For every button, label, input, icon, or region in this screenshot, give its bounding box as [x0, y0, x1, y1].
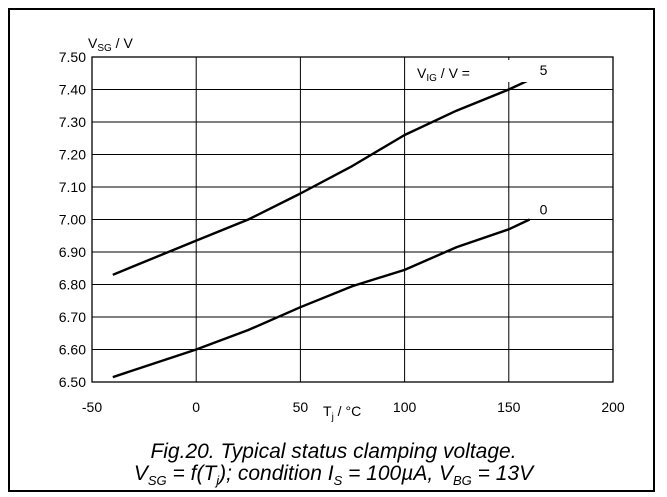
y-tick-label: 7.20	[59, 147, 86, 163]
figure-caption-title: Fig.20. Typical status clamping voltage.	[150, 440, 517, 463]
figure-caption-formula: VSG = f(Tj); condition IS = 100µA, VBG =…	[133, 462, 534, 489]
legend-title: VIG / V =	[412, 60, 536, 84]
y-tick-label: 6.80	[59, 277, 86, 293]
y-tick-label: 7.40	[59, 82, 86, 98]
y-tick-labels: 7.50 7.40 7.30 7.20 7.10 7.00 6.90 6.80 6.70 6.60…	[59, 49, 86, 390]
series-label-0: 0	[540, 202, 548, 218]
series-line-0	[112, 218, 531, 379]
x-tick-label: 150	[497, 399, 521, 415]
y-axis-label: VSG / V	[88, 35, 133, 54]
figure-frame	[8, 8, 655, 492]
x-tick-label: 100	[393, 399, 417, 415]
x-tick-label: -50	[82, 399, 102, 415]
svg-text:VIG / V =: VIG / V =	[417, 65, 470, 84]
y-tick-label: 7.50	[59, 49, 86, 65]
grid-lines	[92, 57, 613, 382]
y-tick-label: 7.10	[59, 179, 86, 195]
series-label-5: 5	[540, 62, 548, 78]
x-tick-label: 0	[192, 399, 200, 415]
series-line-5	[112, 78, 531, 276]
y-tick-label: 6.60	[59, 342, 86, 358]
x-tick-label: 50	[293, 399, 309, 415]
y-tick-label: 7.00	[59, 212, 86, 228]
chart: 7.50 7.40 7.30 7.20 7.10 7.00 6.90 6.80 6.70 6.60…	[59, 35, 625, 423]
x-tick-labels: -50 0 50 100 150 200	[82, 399, 625, 415]
x-axis-label: Tj / °C	[323, 403, 361, 423]
series-lines: 50	[112, 62, 548, 379]
y-tick-label: 7.30	[59, 114, 86, 130]
y-tick-label: 6.50	[59, 374, 86, 390]
y-tick-label: 6.90	[59, 244, 86, 260]
x-tick-label: 200	[601, 399, 625, 415]
y-tick-label: 6.70	[59, 309, 86, 325]
